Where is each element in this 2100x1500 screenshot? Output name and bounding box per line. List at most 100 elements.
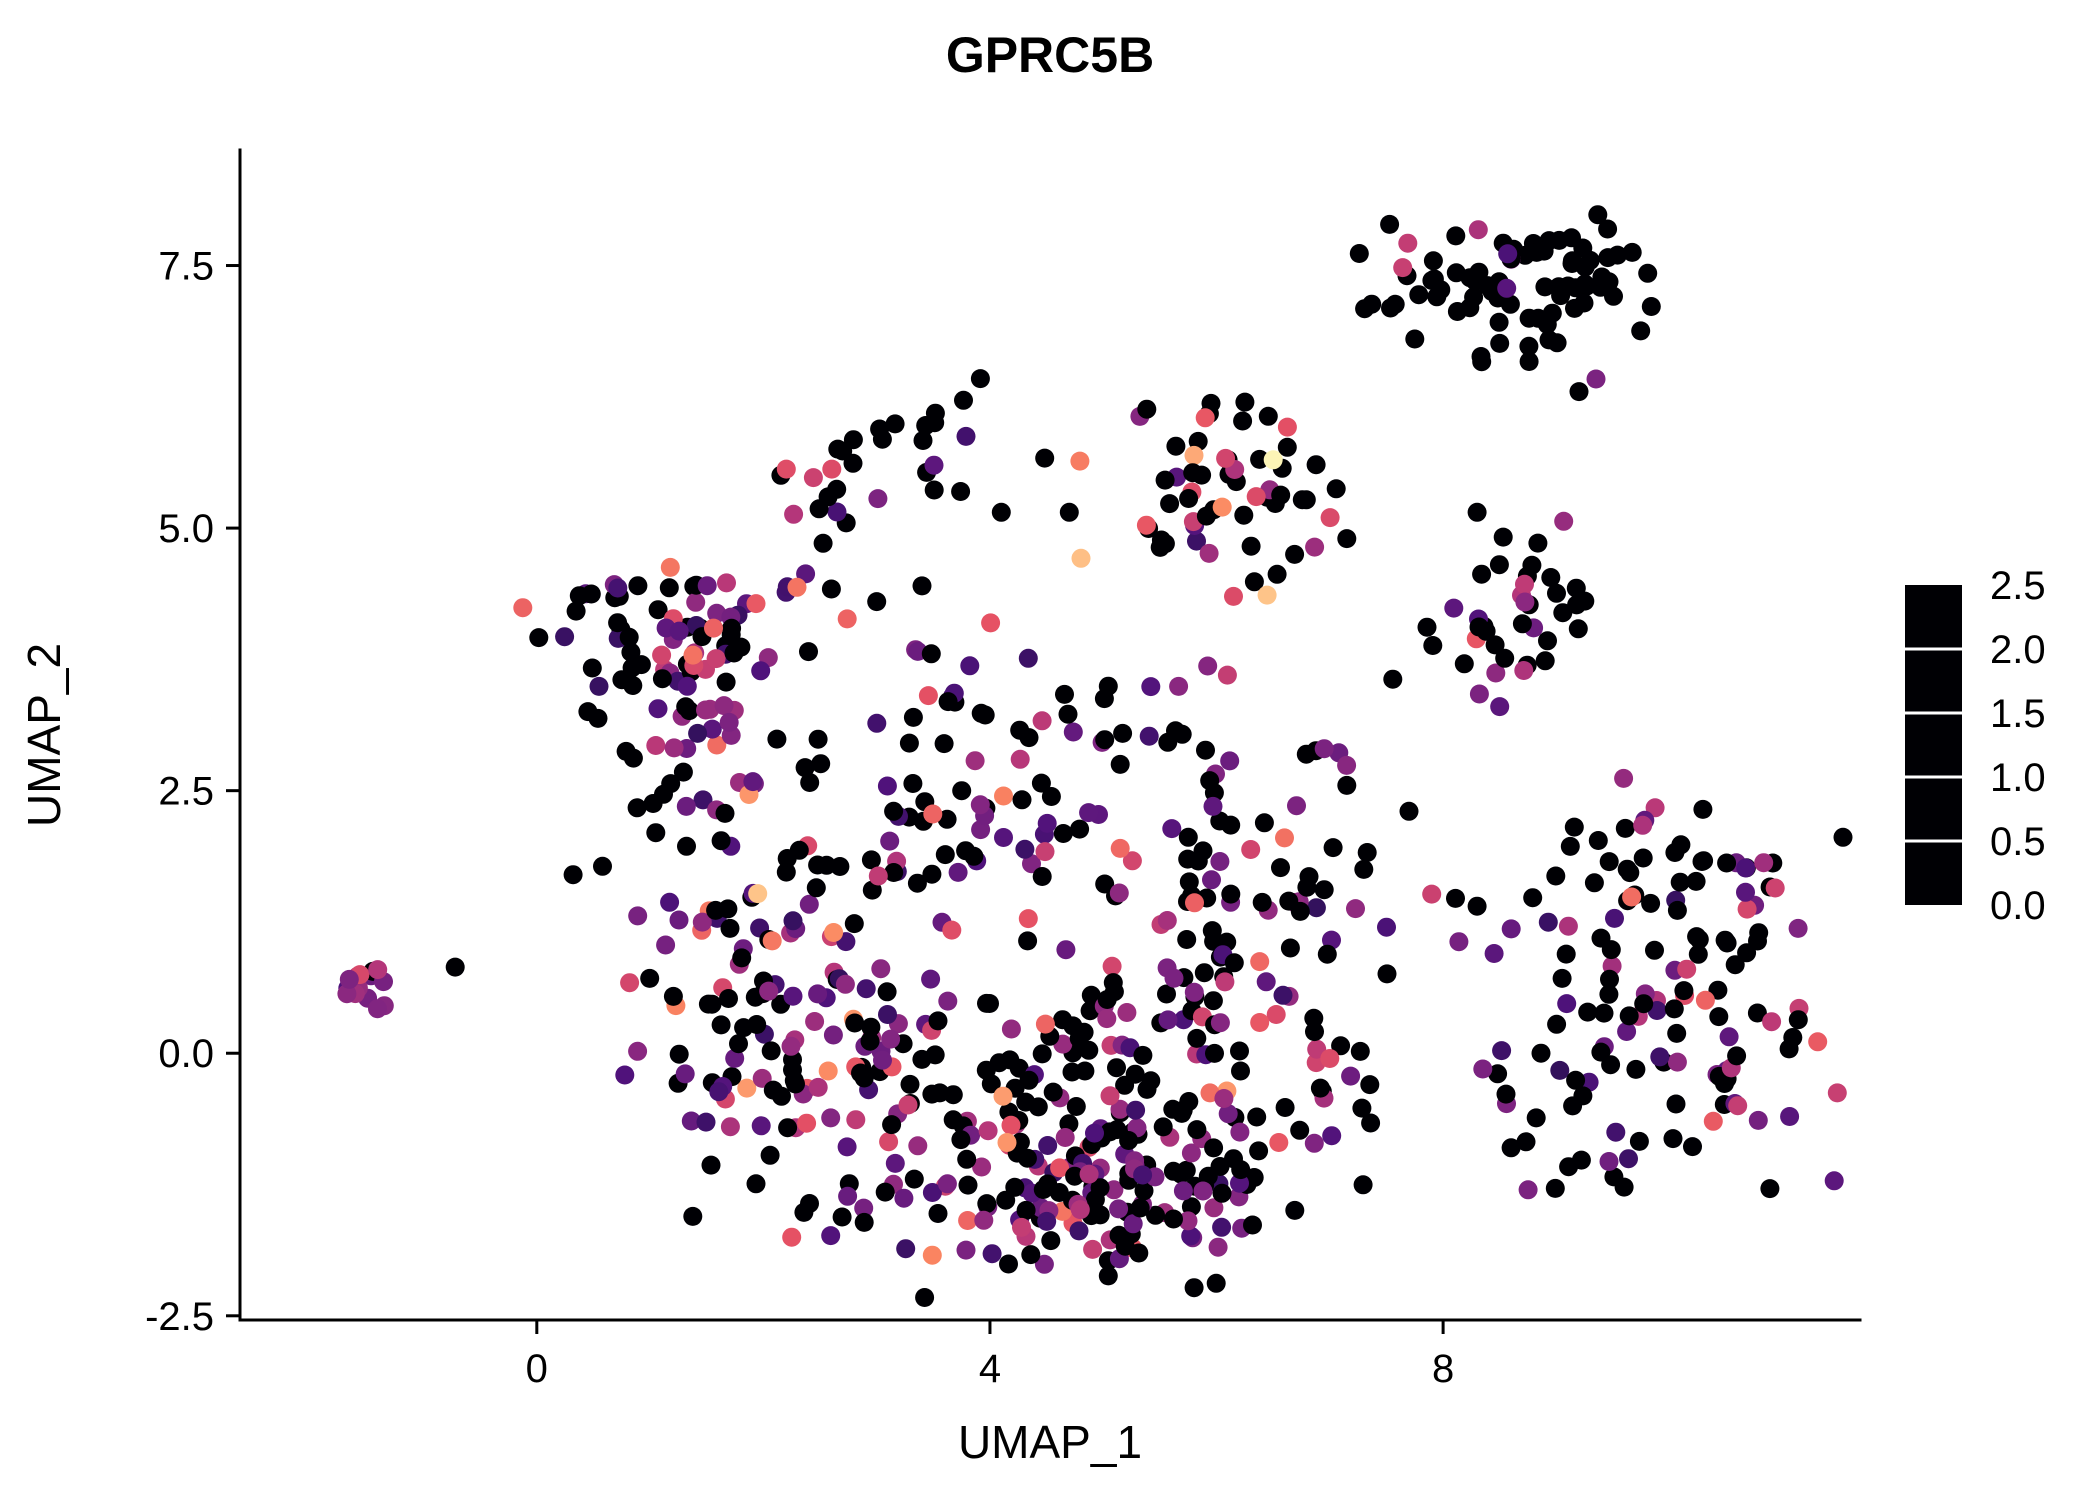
data-point	[1619, 1149, 1638, 1169]
data-point	[912, 576, 932, 596]
data-point	[823, 1025, 843, 1045]
data-point	[1041, 1231, 1061, 1251]
data-point	[1695, 990, 1715, 1010]
data-point	[628, 1041, 648, 1061]
data-point	[1137, 1079, 1157, 1099]
data-point	[1021, 1245, 1041, 1265]
y-tick-label: 2.5	[158, 770, 214, 814]
data-point	[1090, 1178, 1110, 1198]
data-point	[1516, 1132, 1536, 1152]
data-point	[1158, 1010, 1178, 1030]
data-point	[1446, 226, 1466, 246]
data-point	[1575, 274, 1595, 294]
data-point	[1562, 254, 1582, 273]
data-point	[1693, 799, 1713, 819]
data-point	[659, 578, 679, 598]
data-point	[1780, 1107, 1800, 1126]
data-point	[646, 736, 666, 755]
data-point	[1058, 704, 1078, 724]
data-point	[1250, 1013, 1270, 1032]
data-point	[1230, 1122, 1250, 1142]
data-point	[904, 1169, 924, 1189]
data-point	[1181, 1226, 1201, 1246]
data-point	[1187, 1120, 1207, 1140]
data-point	[1199, 543, 1219, 563]
data-point	[1094, 689, 1114, 709]
data-point	[1323, 838, 1343, 858]
data-point	[989, 1053, 1009, 1073]
data-point	[648, 600, 668, 620]
data-point	[922, 1084, 942, 1104]
data-point	[725, 1048, 745, 1068]
data-point	[878, 1005, 897, 1024]
data-point	[1352, 1098, 1372, 1118]
data-point	[1493, 527, 1513, 547]
data-point	[1645, 798, 1665, 818]
data-point	[1484, 944, 1504, 963]
data-point	[1349, 244, 1369, 263]
data-point	[951, 482, 971, 501]
x-axis-label: UMAP_1	[958, 1416, 1142, 1468]
data-point	[1193, 841, 1213, 861]
data-point	[1206, 1273, 1226, 1293]
data-point	[937, 809, 957, 829]
data-point	[1053, 1010, 1073, 1030]
data-point	[720, 918, 740, 938]
data-point	[1641, 893, 1661, 913]
x-tick-label: 8	[1432, 1347, 1454, 1391]
data-point	[1501, 1138, 1521, 1158]
data-point	[821, 1108, 841, 1128]
data-point	[1041, 787, 1061, 806]
data-point	[1100, 1086, 1120, 1106]
data-point	[924, 455, 944, 475]
data-point	[1380, 214, 1400, 234]
data-point	[928, 1204, 948, 1223]
data-point	[877, 982, 897, 1002]
data-point	[1687, 927, 1707, 947]
data-point	[1218, 1104, 1238, 1124]
data-point	[1547, 1014, 1567, 1034]
data-point	[1667, 900, 1687, 920]
data-point	[997, 1133, 1017, 1152]
chart-title: GPRC5B	[946, 27, 1154, 83]
data-point	[827, 479, 847, 499]
data-point	[1446, 888, 1465, 908]
data-point	[621, 642, 641, 662]
data-point	[1250, 952, 1270, 972]
data-point	[1535, 651, 1555, 671]
data-point	[751, 1116, 771, 1136]
data-point	[1231, 1160, 1251, 1180]
data-point	[1469, 684, 1489, 704]
data-point	[1164, 968, 1184, 988]
data-point	[993, 1086, 1013, 1106]
data-point	[1361, 1113, 1381, 1133]
data-point	[1337, 775, 1357, 795]
data-point	[1069, 1221, 1089, 1241]
data-point	[709, 1082, 729, 1102]
data-point	[1254, 813, 1274, 833]
data-point	[1317, 944, 1337, 964]
data-point	[867, 592, 887, 612]
data-point	[1224, 586, 1243, 606]
data-point	[1005, 1177, 1025, 1197]
data-point	[1098, 1266, 1118, 1286]
data-point	[1599, 852, 1619, 872]
data-point	[719, 712, 739, 732]
data-point	[1728, 1096, 1748, 1116]
data-point	[1126, 1100, 1146, 1120]
data-point	[1650, 1047, 1670, 1067]
data-point	[620, 973, 640, 993]
data-point	[1527, 242, 1547, 262]
data-point	[799, 894, 819, 914]
data-point	[717, 573, 736, 593]
data-point	[1034, 1254, 1054, 1274]
data-point	[1629, 1131, 1649, 1151]
data-point	[1194, 963, 1214, 983]
data-point	[1754, 853, 1774, 873]
data-point	[1070, 1200, 1090, 1220]
data-point	[971, 703, 991, 723]
data-point	[1747, 1003, 1767, 1023]
data-point	[1220, 751, 1240, 771]
data-point	[918, 686, 938, 706]
data-point	[698, 994, 718, 1014]
